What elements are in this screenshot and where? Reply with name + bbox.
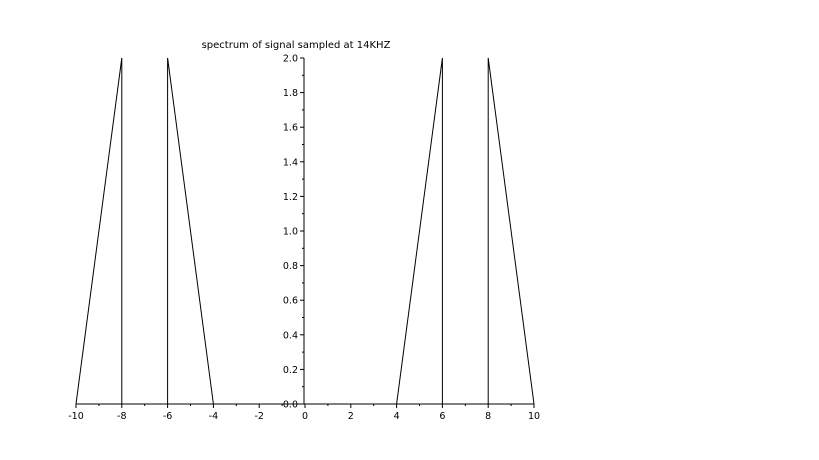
spectrum-triangle-2 — [167, 57, 214, 405]
y-tick-label: 0.0 — [283, 400, 298, 411]
x-tick-label: -10 — [68, 411, 84, 422]
x-tick-label: 6 — [439, 411, 445, 422]
y-tick-label: 1.2 — [283, 192, 298, 203]
x-tick-label: 10 — [528, 411, 540, 422]
x-tick-label: -8 — [117, 411, 126, 422]
y-tick-label: 1.4 — [283, 157, 298, 168]
x-tick-label: -4 — [209, 411, 218, 422]
x-tick-label: -6 — [163, 411, 172, 422]
x-tick-label: 4 — [394, 411, 400, 422]
spectrum-triangle-3 — [396, 57, 443, 405]
y-tick-label: 1.6 — [283, 123, 298, 134]
y-tick-label: 0.4 — [283, 330, 298, 341]
x-tick-label: -2 — [254, 411, 263, 422]
spectrum-triangle-1 — [75, 57, 123, 405]
y-tick-label: 2.0 — [283, 54, 298, 65]
spectrum-triangle-4 — [487, 57, 535, 405]
plot-area: -10 -8 -6 -4 -2 0 2 4 6 8 10 0.0 0.2 0.4 0.6 0.8 1.0 1.2 1… — [68, 54, 540, 423]
y-tick-label: 0.2 — [283, 365, 298, 376]
y-tick-label: 0.8 — [283, 261, 298, 272]
y-tick-label: 1.8 — [283, 88, 298, 99]
x-tick-label: 2 — [348, 411, 354, 422]
x-tick-label: 0 — [302, 411, 308, 422]
y-tick-label: 1.0 — [283, 227, 298, 238]
y-tick-label: 0.6 — [283, 296, 298, 307]
x-tick-label: 8 — [485, 411, 491, 422]
chart-title: spectrum of signal sampled at 14KHZ — [202, 40, 391, 51]
